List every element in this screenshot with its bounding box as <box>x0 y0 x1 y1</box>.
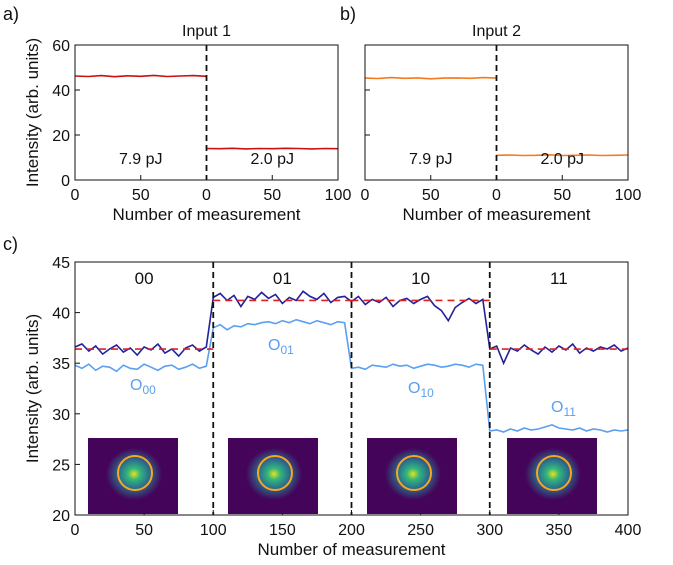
segment-label: 01 <box>273 269 292 288</box>
curve-label-main: O <box>268 337 280 354</box>
plot-frame <box>74 44 339 181</box>
y-tick-label: 35 <box>52 356 70 373</box>
x-axis-label: Number of measurement <box>257 540 445 559</box>
curve-label-main: O <box>130 377 142 394</box>
curve-label-sub: 00 <box>142 383 156 397</box>
data-line <box>74 318 629 433</box>
x-tick-label: 200 <box>338 522 365 539</box>
curve-label: O10 <box>408 380 434 400</box>
energy-label: 2.0 pJ <box>250 151 294 168</box>
panel-label: b) <box>340 4 356 24</box>
y-tick-label: 20 <box>52 508 70 525</box>
curve-label-main: O <box>551 399 563 416</box>
y-axis-label: Intensity (arb. units) <box>23 38 42 187</box>
curve-label: O00 <box>130 377 156 397</box>
x-tick-label: 0 <box>71 522 80 539</box>
x-tick-label: 50 <box>422 187 440 204</box>
data-line <box>364 76 497 80</box>
inset-image <box>507 438 597 514</box>
panel-label: a) <box>3 4 19 24</box>
energy-label: 7.9 pJ <box>119 151 163 168</box>
data-line <box>496 153 629 157</box>
energy-label: 2.0 pJ <box>540 151 584 168</box>
panel-label: c) <box>3 234 18 254</box>
segment-label: 11 <box>550 269 568 288</box>
inset-image <box>367 438 457 514</box>
y-tick-label: 40 <box>52 83 70 100</box>
inset-ring <box>536 455 572 491</box>
chart-title: Input 1 <box>182 23 231 40</box>
segment-label: 00 <box>135 269 154 288</box>
x-tick-label: 0 <box>202 187 211 204</box>
x-tick-label: 0 <box>71 187 80 204</box>
x-axis-label: Number of measurement <box>112 205 300 224</box>
plot-frame <box>74 261 629 516</box>
inset-image <box>228 438 318 514</box>
curve-label-sub: 11 <box>563 405 576 419</box>
x-tick-label: 250 <box>407 522 434 539</box>
inset-ring <box>117 455 153 491</box>
curve-label-sub: 10 <box>420 386 434 400</box>
y-tick-label: 60 <box>52 38 70 55</box>
x-tick-label: 50 <box>553 187 571 204</box>
y-axis-label: Intensity (arb. units) <box>23 314 42 463</box>
data-line <box>74 290 629 366</box>
inset-ring <box>396 455 432 491</box>
x-tick-label: 0 <box>492 187 501 204</box>
x-tick-label: 100 <box>200 522 227 539</box>
curve-label: O11 <box>551 399 576 419</box>
y-tick-label: 20 <box>52 128 70 145</box>
x-tick-label: 50 <box>132 187 150 204</box>
curve-label-sub: 01 <box>280 343 294 357</box>
data-line <box>206 147 339 150</box>
data-line <box>74 74 207 78</box>
x-tick-label: 300 <box>476 522 503 539</box>
curve-label: O01 <box>268 337 294 357</box>
inset-ring <box>257 455 293 491</box>
y-tick-label: 40 <box>52 306 70 323</box>
y-tick-label: 0 <box>61 173 70 190</box>
x-tick-label: 50 <box>135 522 153 539</box>
x-tick-label: 100 <box>615 187 642 204</box>
x-tick-label: 150 <box>269 522 296 539</box>
plot-frame <box>364 44 629 181</box>
inset-image <box>88 438 178 514</box>
chart-title: Input 2 <box>472 23 521 40</box>
segment-label: 10 <box>411 269 430 288</box>
x-tick-label: 400 <box>615 522 642 539</box>
energy-label: 7.9 pJ <box>409 151 453 168</box>
x-tick-label: 350 <box>546 522 573 539</box>
x-tick-label: 0 <box>361 187 370 204</box>
x-tick-label: 50 <box>263 187 281 204</box>
y-tick-label: 25 <box>52 457 70 474</box>
x-axis-label: Number of measurement <box>402 205 590 224</box>
y-tick-label: 30 <box>52 407 70 424</box>
x-tick-label: 100 <box>325 187 352 204</box>
y-tick-label: 45 <box>52 255 70 272</box>
curve-label-main: O <box>408 380 420 397</box>
